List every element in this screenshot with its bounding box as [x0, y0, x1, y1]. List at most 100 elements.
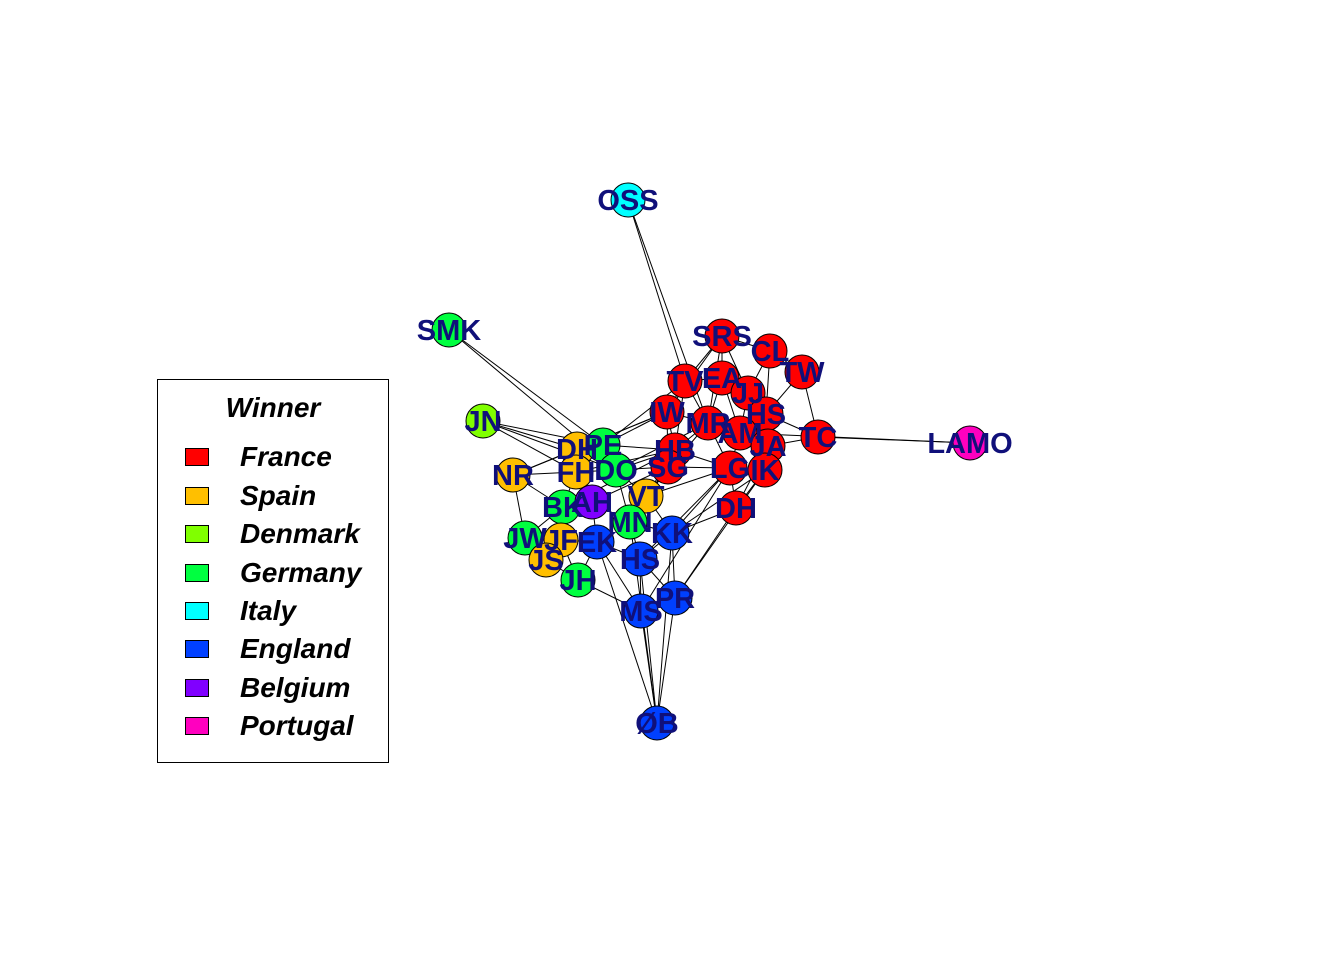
node-label: SRS [692, 321, 752, 353]
node-label: OSS [597, 185, 658, 217]
graph-node [574, 484, 610, 520]
node-label: DH [715, 493, 757, 525]
graph-node [622, 541, 658, 577]
node-label: PE [584, 430, 623, 462]
node-label: DO [594, 455, 638, 487]
graph-node [747, 452, 783, 488]
node-label: SG [647, 452, 689, 484]
graph-node [610, 182, 646, 218]
graph-edge [482, 420, 617, 471]
graph-node [650, 449, 686, 485]
graph-node [623, 593, 659, 629]
graph-edge [671, 469, 766, 534]
graph-node [579, 524, 615, 560]
legend-label: France [240, 441, 332, 472]
graph-node [712, 450, 748, 486]
legend-label: Germany [240, 557, 362, 588]
node-label: TV [666, 366, 704, 398]
node-label: HB [654, 435, 696, 467]
graph-node [704, 318, 740, 354]
graph-edge [482, 420, 577, 473]
node-label: JF [544, 525, 578, 557]
graph-node [667, 363, 703, 399]
node-label: ØB [635, 708, 679, 740]
legend-label: Denmark [240, 518, 360, 549]
legend-swatch [185, 602, 209, 620]
node-label: LAMO [927, 428, 1012, 460]
node-label: NR [492, 460, 534, 492]
node-label: TW [779, 357, 825, 389]
graph-node [465, 403, 501, 439]
node-label: JA [749, 431, 786, 463]
graph-node [628, 478, 664, 514]
graph-node [654, 515, 690, 551]
legend-label: Italy [240, 595, 297, 626]
node-label: PR [655, 583, 695, 615]
graph-edge [448, 329, 604, 446]
graph-node [560, 562, 596, 598]
graph-node [528, 542, 564, 578]
node-label: JH [559, 565, 596, 597]
node-label: FH [557, 457, 596, 489]
graph-node [495, 457, 531, 493]
graph-node [690, 405, 726, 441]
graph-edge [627, 199, 686, 382]
graph-node [612, 504, 648, 540]
node-label: IW [649, 397, 685, 429]
legend-swatch [185, 564, 209, 582]
graph-node [752, 333, 788, 369]
node-label: EA [702, 363, 742, 395]
legend-swatch [185, 640, 209, 658]
node-label: HS [746, 399, 786, 431]
node-label: HS [620, 544, 660, 576]
legend-swatch [185, 448, 209, 466]
node-label: BK [542, 492, 584, 524]
graph-node [639, 705, 675, 741]
node-label: CL [751, 336, 790, 368]
graph-node [657, 580, 693, 616]
graph-node [718, 490, 754, 526]
node-label: VT [627, 481, 664, 513]
graph-edge [639, 467, 731, 560]
graph-node [649, 394, 685, 430]
graph-node [431, 312, 467, 348]
legend-swatch [185, 717, 209, 735]
node-label: JW [503, 523, 547, 555]
node-label: AH [571, 487, 613, 519]
node-label: EK [577, 527, 617, 559]
legend-title: Winner [225, 392, 321, 423]
legend-label: Belgium [240, 672, 351, 703]
graph-node [507, 520, 543, 556]
graph-edge [674, 469, 766, 599]
graph-node [784, 354, 820, 390]
node-label: JJ [732, 378, 764, 410]
graph-node [800, 419, 836, 455]
legend-label: Portugal [240, 710, 354, 741]
node-label: MN [607, 507, 652, 539]
legend-swatch [185, 487, 209, 505]
node-label: MR [685, 408, 730, 440]
graph-node [558, 454, 594, 490]
graph-edge [596, 541, 658, 724]
node-label: LG [710, 453, 750, 485]
node-label: JN [464, 406, 501, 438]
node-label: MS [619, 596, 663, 628]
graph-edge [639, 558, 658, 724]
legend-label: England [240, 633, 351, 664]
node-label: KK [651, 518, 693, 550]
graph-node [598, 452, 634, 488]
legend-label: Spain [240, 480, 317, 511]
legend-swatch [185, 679, 209, 697]
node-label: SMK [417, 315, 482, 347]
node-label: JS [528, 545, 563, 577]
legend: Winner France Spain Denmark Germany Ital… [157, 379, 389, 763]
node-label: TC [799, 422, 838, 454]
node-label: AM [717, 418, 762, 450]
graph-node [952, 425, 988, 461]
legend-swatch [185, 525, 209, 543]
graph-edge [656, 597, 676, 724]
node-label: IK [751, 455, 780, 487]
node-label: DH [556, 434, 598, 466]
